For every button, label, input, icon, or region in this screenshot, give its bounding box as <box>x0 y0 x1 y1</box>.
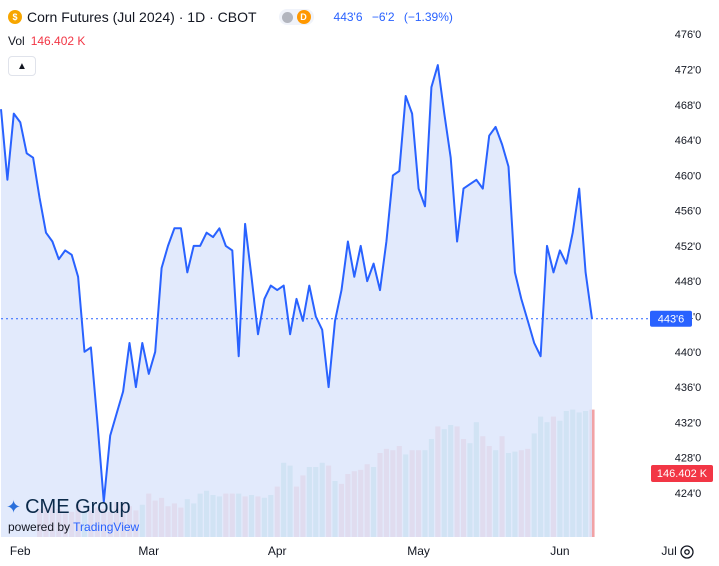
tradingview-text: TradingView <box>73 520 140 534</box>
market-status-icon <box>281 11 293 23</box>
price-change: −6'2 <box>371 10 395 24</box>
y-tick-label: 452'0 <box>675 241 702 253</box>
x-tick-label: Feb <box>10 544 31 558</box>
y-tick-label: 460'0 <box>675 170 702 182</box>
y-tick-label: 472'0 <box>675 65 702 77</box>
quote-values: 443'6 −6'2 (−1.39%) <box>334 10 459 24</box>
last-price: 443'6 <box>333 10 363 24</box>
delayed-data-icon: D <box>296 10 311 24</box>
price-axis[interactable]: 476'0 472'0 468'0 464'0 460'0 456'0 452'0 448'0… <box>675 29 702 500</box>
volume-legend-label: Vol <box>8 34 25 48</box>
x-tick-label: Jun <box>550 544 569 558</box>
y-tick-label: 432'0 <box>675 417 702 429</box>
volume-tag-bg <box>651 465 713 482</box>
y-tick-label: 424'0 <box>675 488 702 500</box>
symbol-icon: $ <box>8 10 22 24</box>
price-change-percent: (−1.39%) <box>403 10 453 24</box>
x-tick-label: Mar <box>138 544 159 558</box>
cme-brand: CME Group <box>25 496 131 518</box>
y-tick-label: 428'0 <box>675 453 702 465</box>
time-axis[interactable]: Feb Mar Apr May Jun Jul <box>10 544 677 558</box>
chevron-up-icon: ▲ <box>17 60 27 72</box>
cme-tradingview-logo[interactable]: ✦ CME Group powered by TradingView <box>6 496 139 534</box>
volume-legend: Vol 146.402 K <box>8 34 85 48</box>
x-tick-label: Jul <box>661 544 676 558</box>
cme-globe-icon: ✦ <box>6 497 22 517</box>
y-tick-label: 476'0 <box>675 29 702 41</box>
y-tick-label: 468'0 <box>675 100 702 112</box>
y-tick-label: 464'0 <box>675 135 702 147</box>
price-label-tag: 443'6 <box>650 310 692 327</box>
chart-header: $ Corn Futures (Jul 2024) · 1D · CBOT D … <box>8 8 459 26</box>
price-tag-text: 443'6 <box>658 314 685 326</box>
x-tick-label: Apr <box>268 544 287 558</box>
y-tick-label: 440'0 <box>675 347 702 359</box>
collapse-legend-button[interactable]: ▲ <box>8 56 36 76</box>
x-tick-label: May <box>407 544 430 558</box>
powered-by-text: powered by <box>8 520 71 534</box>
volume-label-tag: 146.402 K <box>651 465 713 482</box>
symbol-title[interactable]: Corn Futures (Jul 2024) · 1D · CBOT <box>27 9 257 25</box>
session-badge[interactable]: D <box>278 9 314 25</box>
price-line <box>0 64 593 503</box>
price-tag-bg <box>650 310 692 327</box>
volume-tag-text: 146.402 K <box>657 468 708 480</box>
settings-gear-icon[interactable] <box>680 545 694 559</box>
y-tick-label: 448'0 <box>675 276 702 288</box>
y-tick-label: 456'0 <box>675 206 702 218</box>
volume-legend-value: 146.402 K <box>30 34 86 48</box>
y-tick-label: 436'0 <box>675 382 702 394</box>
